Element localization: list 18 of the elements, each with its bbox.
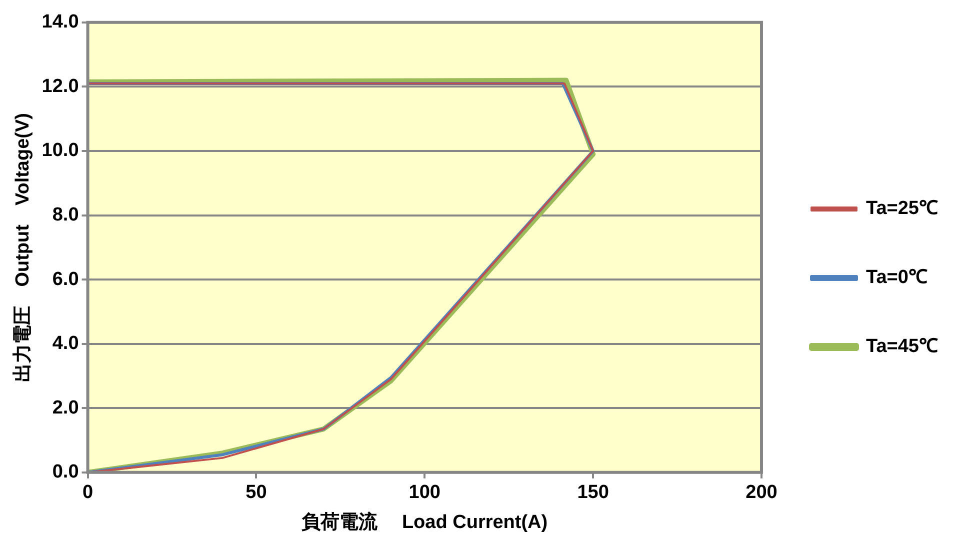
y-tick-label: 14.0 xyxy=(42,12,79,33)
legend-label: Ta=45℃ xyxy=(866,336,938,358)
y-axis-title: 出力電圧 Output Voltage(V) xyxy=(12,113,34,382)
x-tick-label: 150 xyxy=(577,482,609,504)
x-tick-label: 200 xyxy=(746,482,778,504)
legend-label: Ta=25℃ xyxy=(866,198,938,220)
x-tick-label: 50 xyxy=(246,482,267,504)
y-tick-label: 8.0 xyxy=(52,204,79,226)
y-tick-label: 6.0 xyxy=(52,268,79,290)
y-tick-label: 10.0 xyxy=(42,140,79,162)
y-tick-label: 4.0 xyxy=(52,333,79,354)
x-tick-label: 100 xyxy=(408,482,440,504)
x-tick-label: 0 xyxy=(82,482,94,504)
y-tick-label: 0.0 xyxy=(52,462,79,483)
legend-label: Ta=0℃ xyxy=(866,267,928,288)
y-tick-label: 2.0 xyxy=(52,397,79,418)
x-axis-title: 負荷電流 Load Current(A) xyxy=(302,510,548,533)
y-tick-label: 12.0 xyxy=(42,76,79,97)
